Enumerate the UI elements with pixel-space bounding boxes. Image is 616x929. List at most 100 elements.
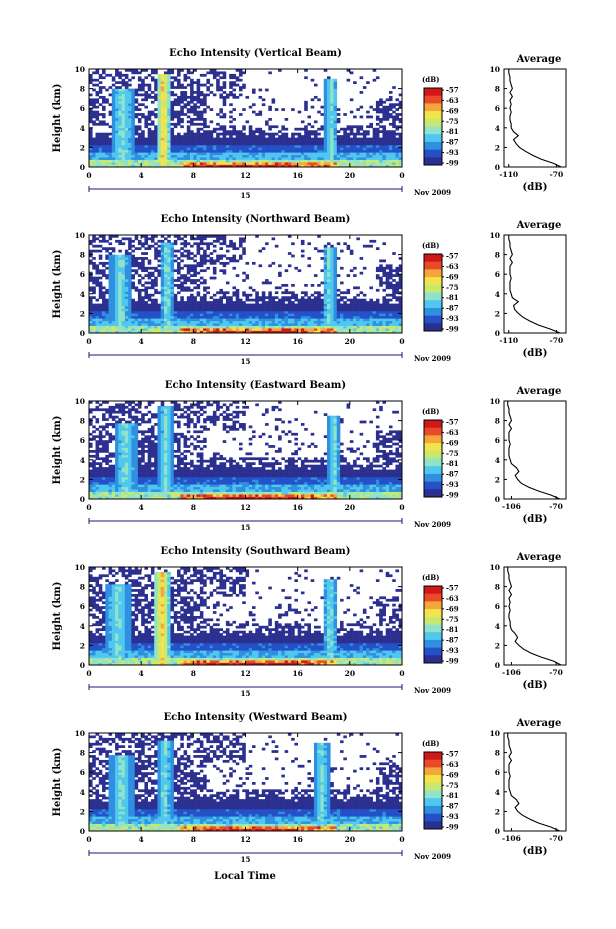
heatmap-cell <box>131 142 135 146</box>
heatmap-cell <box>281 125 285 129</box>
heatmap-cell <box>330 105 334 109</box>
heatmap-cell <box>95 159 100 163</box>
heatmap-cell <box>102 152 106 156</box>
heatmap-cell <box>219 330 223 334</box>
heatmap-cell <box>137 330 142 334</box>
heatmap-cell <box>245 308 250 312</box>
heatmap-cell <box>144 325 148 329</box>
heatmap-cell <box>206 320 210 324</box>
heatmap-cell <box>177 279 181 282</box>
heatmap-cell <box>124 69 129 72</box>
heatmap-cell <box>124 276 129 280</box>
heatmap-cell <box>173 259 178 263</box>
heatmap-cell <box>141 149 145 153</box>
heatmap-cell <box>333 125 338 129</box>
heatmap-cell <box>137 147 142 151</box>
heatmap-cell <box>300 306 305 309</box>
heatmap-cell <box>183 328 188 331</box>
heatmap-cell <box>330 147 334 151</box>
heatmap-cell <box>385 157 390 160</box>
heatmap-cell <box>186 271 191 275</box>
heatmap-cell <box>327 140 331 143</box>
heatmap-cell <box>92 264 96 268</box>
heatmap-cell <box>193 254 197 258</box>
heatmap-cell <box>307 325 312 329</box>
heatmap-cell <box>222 318 227 322</box>
heatmap-cell <box>196 122 201 126</box>
heatmap-cell <box>398 323 403 326</box>
heatmap-cell <box>186 110 191 114</box>
heatmap-cell <box>186 108 191 111</box>
heatmap-cell <box>258 140 263 143</box>
heatmap-cell <box>330 306 334 309</box>
heatmap-cell <box>349 152 354 156</box>
heatmap-cell <box>278 315 282 319</box>
heatmap-cell <box>330 164 334 168</box>
heatmap-cell <box>291 296 295 299</box>
heatmap-cell <box>359 291 364 295</box>
heatmap-cell <box>147 159 152 163</box>
heatmap-cell <box>323 105 328 109</box>
heatmap-cell <box>144 76 148 80</box>
heatmap-cell <box>203 323 207 326</box>
colorbar-tick-label: -81 <box>446 293 459 302</box>
heatmap-cell <box>124 274 129 277</box>
heatmap-cell <box>323 274 328 277</box>
heatmap-cell <box>137 157 142 160</box>
heatmap-cell <box>108 247 113 250</box>
heatmap-cell <box>278 144 282 148</box>
heatmap-cell <box>294 154 298 158</box>
heatmap-cell <box>154 113 158 116</box>
heatmap-cell <box>333 137 338 141</box>
heatmap-cell <box>134 127 139 131</box>
heatmap-cell <box>265 306 269 309</box>
heatmap-cell <box>128 100 132 104</box>
heatmap-cell <box>229 86 233 89</box>
heatmap-cell <box>349 315 354 319</box>
heatmap-cell <box>271 318 276 322</box>
heatmap-cell <box>382 157 386 160</box>
heatmap-cell <box>252 135 256 138</box>
heatmap-cell <box>196 98 201 102</box>
heatmap-cell <box>333 120 338 124</box>
heatmap-cell <box>154 132 158 136</box>
heatmap-cell <box>105 442 109 446</box>
heatmap-cell <box>346 147 351 151</box>
heatmap-cell <box>173 113 178 116</box>
heatmap-cell <box>333 108 338 111</box>
heatmap-cell <box>330 281 334 285</box>
heatmap-cell <box>362 152 367 156</box>
heatmap-cell <box>121 127 126 131</box>
heatmap-cell <box>193 95 197 99</box>
heatmap-cell <box>102 286 106 290</box>
heatmap-cell <box>248 152 253 156</box>
heatmap-cell <box>118 137 122 141</box>
heatmap-cell <box>395 137 400 141</box>
heatmap-cell <box>235 301 240 304</box>
heatmap-cell <box>300 318 305 322</box>
heatmap-cell <box>141 284 145 287</box>
heatmap-cell <box>265 120 269 124</box>
heatmap-cell <box>398 140 403 143</box>
heatmap-cell <box>375 298 380 302</box>
heatmap-cell <box>252 152 256 156</box>
heatmap-cell <box>398 266 403 270</box>
heatmap-cell <box>160 271 165 275</box>
heatmap-cell <box>150 135 155 138</box>
heatmap-cell <box>310 308 315 312</box>
heatmap-cell <box>115 105 119 109</box>
heatmap-cell <box>353 320 357 324</box>
heatmap-cell <box>105 249 109 253</box>
heatmap-cell <box>150 313 155 317</box>
heatmap-cell <box>385 271 390 275</box>
heatmap-cell <box>284 142 289 146</box>
heatmap-cell <box>157 254 162 258</box>
heatmap-cell <box>144 281 148 285</box>
heatmap-cell <box>92 425 96 429</box>
heatmap-cell <box>147 271 152 275</box>
heatmap-cell <box>229 142 233 146</box>
heatmap-cell <box>261 144 266 148</box>
heatmap-cell <box>225 149 230 153</box>
heatmap-cell <box>131 93 135 97</box>
heatmap-cell <box>336 315 341 319</box>
